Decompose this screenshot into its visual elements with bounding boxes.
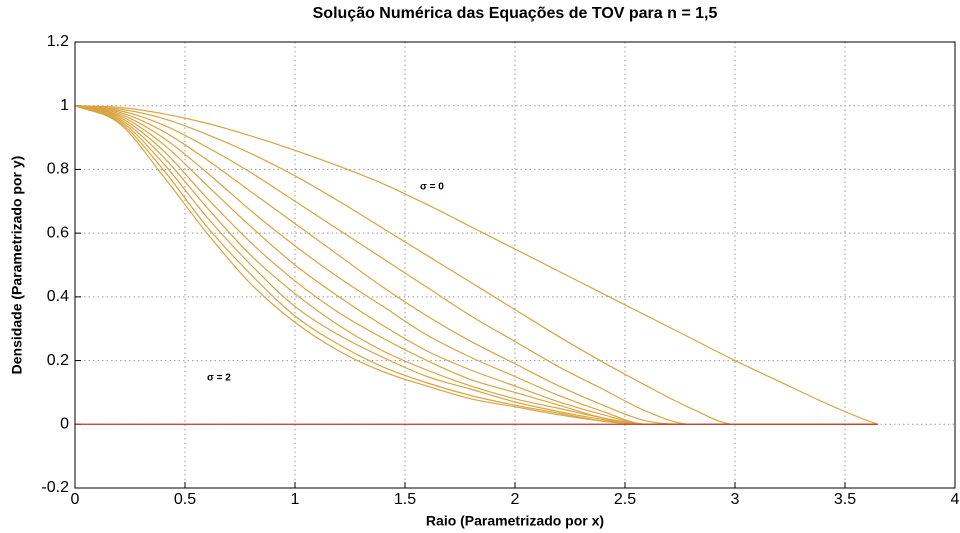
annotation: σ = 2 (207, 373, 231, 384)
x-tick-label: 1.5 (394, 491, 416, 508)
x-tick-label: 4 (951, 491, 960, 508)
y-tick-label: 0.2 (47, 352, 69, 369)
y-tick-label: 1 (60, 97, 69, 114)
x-tick-label: 2.5 (614, 491, 636, 508)
y-tick-label: 0.8 (47, 161, 69, 178)
plot-frame (74, 41, 956, 489)
x-tick-label: 1 (291, 491, 300, 508)
x-tick-label: 2 (511, 491, 520, 508)
series-line (74, 105, 879, 425)
x-tick-label: 0.5 (174, 491, 196, 508)
y-tick-label: 1.2 (47, 33, 69, 50)
annotation: σ = 0 (420, 182, 444, 193)
x-axis-label: Raio (Parametrizado por x) (426, 513, 604, 529)
y-tick-label: 0 (60, 416, 69, 433)
y-tick-label: 0.4 (47, 288, 69, 305)
y-tick-label: -0.2 (41, 479, 69, 496)
x-tick-label: 3 (731, 491, 740, 508)
chart-title: Solução Numérica das Equações de TOV par… (313, 5, 718, 22)
plot-area (75, 42, 955, 488)
y-axis-label: Densidade (Parametrizado por y) (9, 156, 25, 375)
y-tick-label: 0.6 (47, 224, 69, 241)
x-tick-label: 0 (71, 491, 80, 508)
x-tick-label: 3.5 (834, 491, 856, 508)
